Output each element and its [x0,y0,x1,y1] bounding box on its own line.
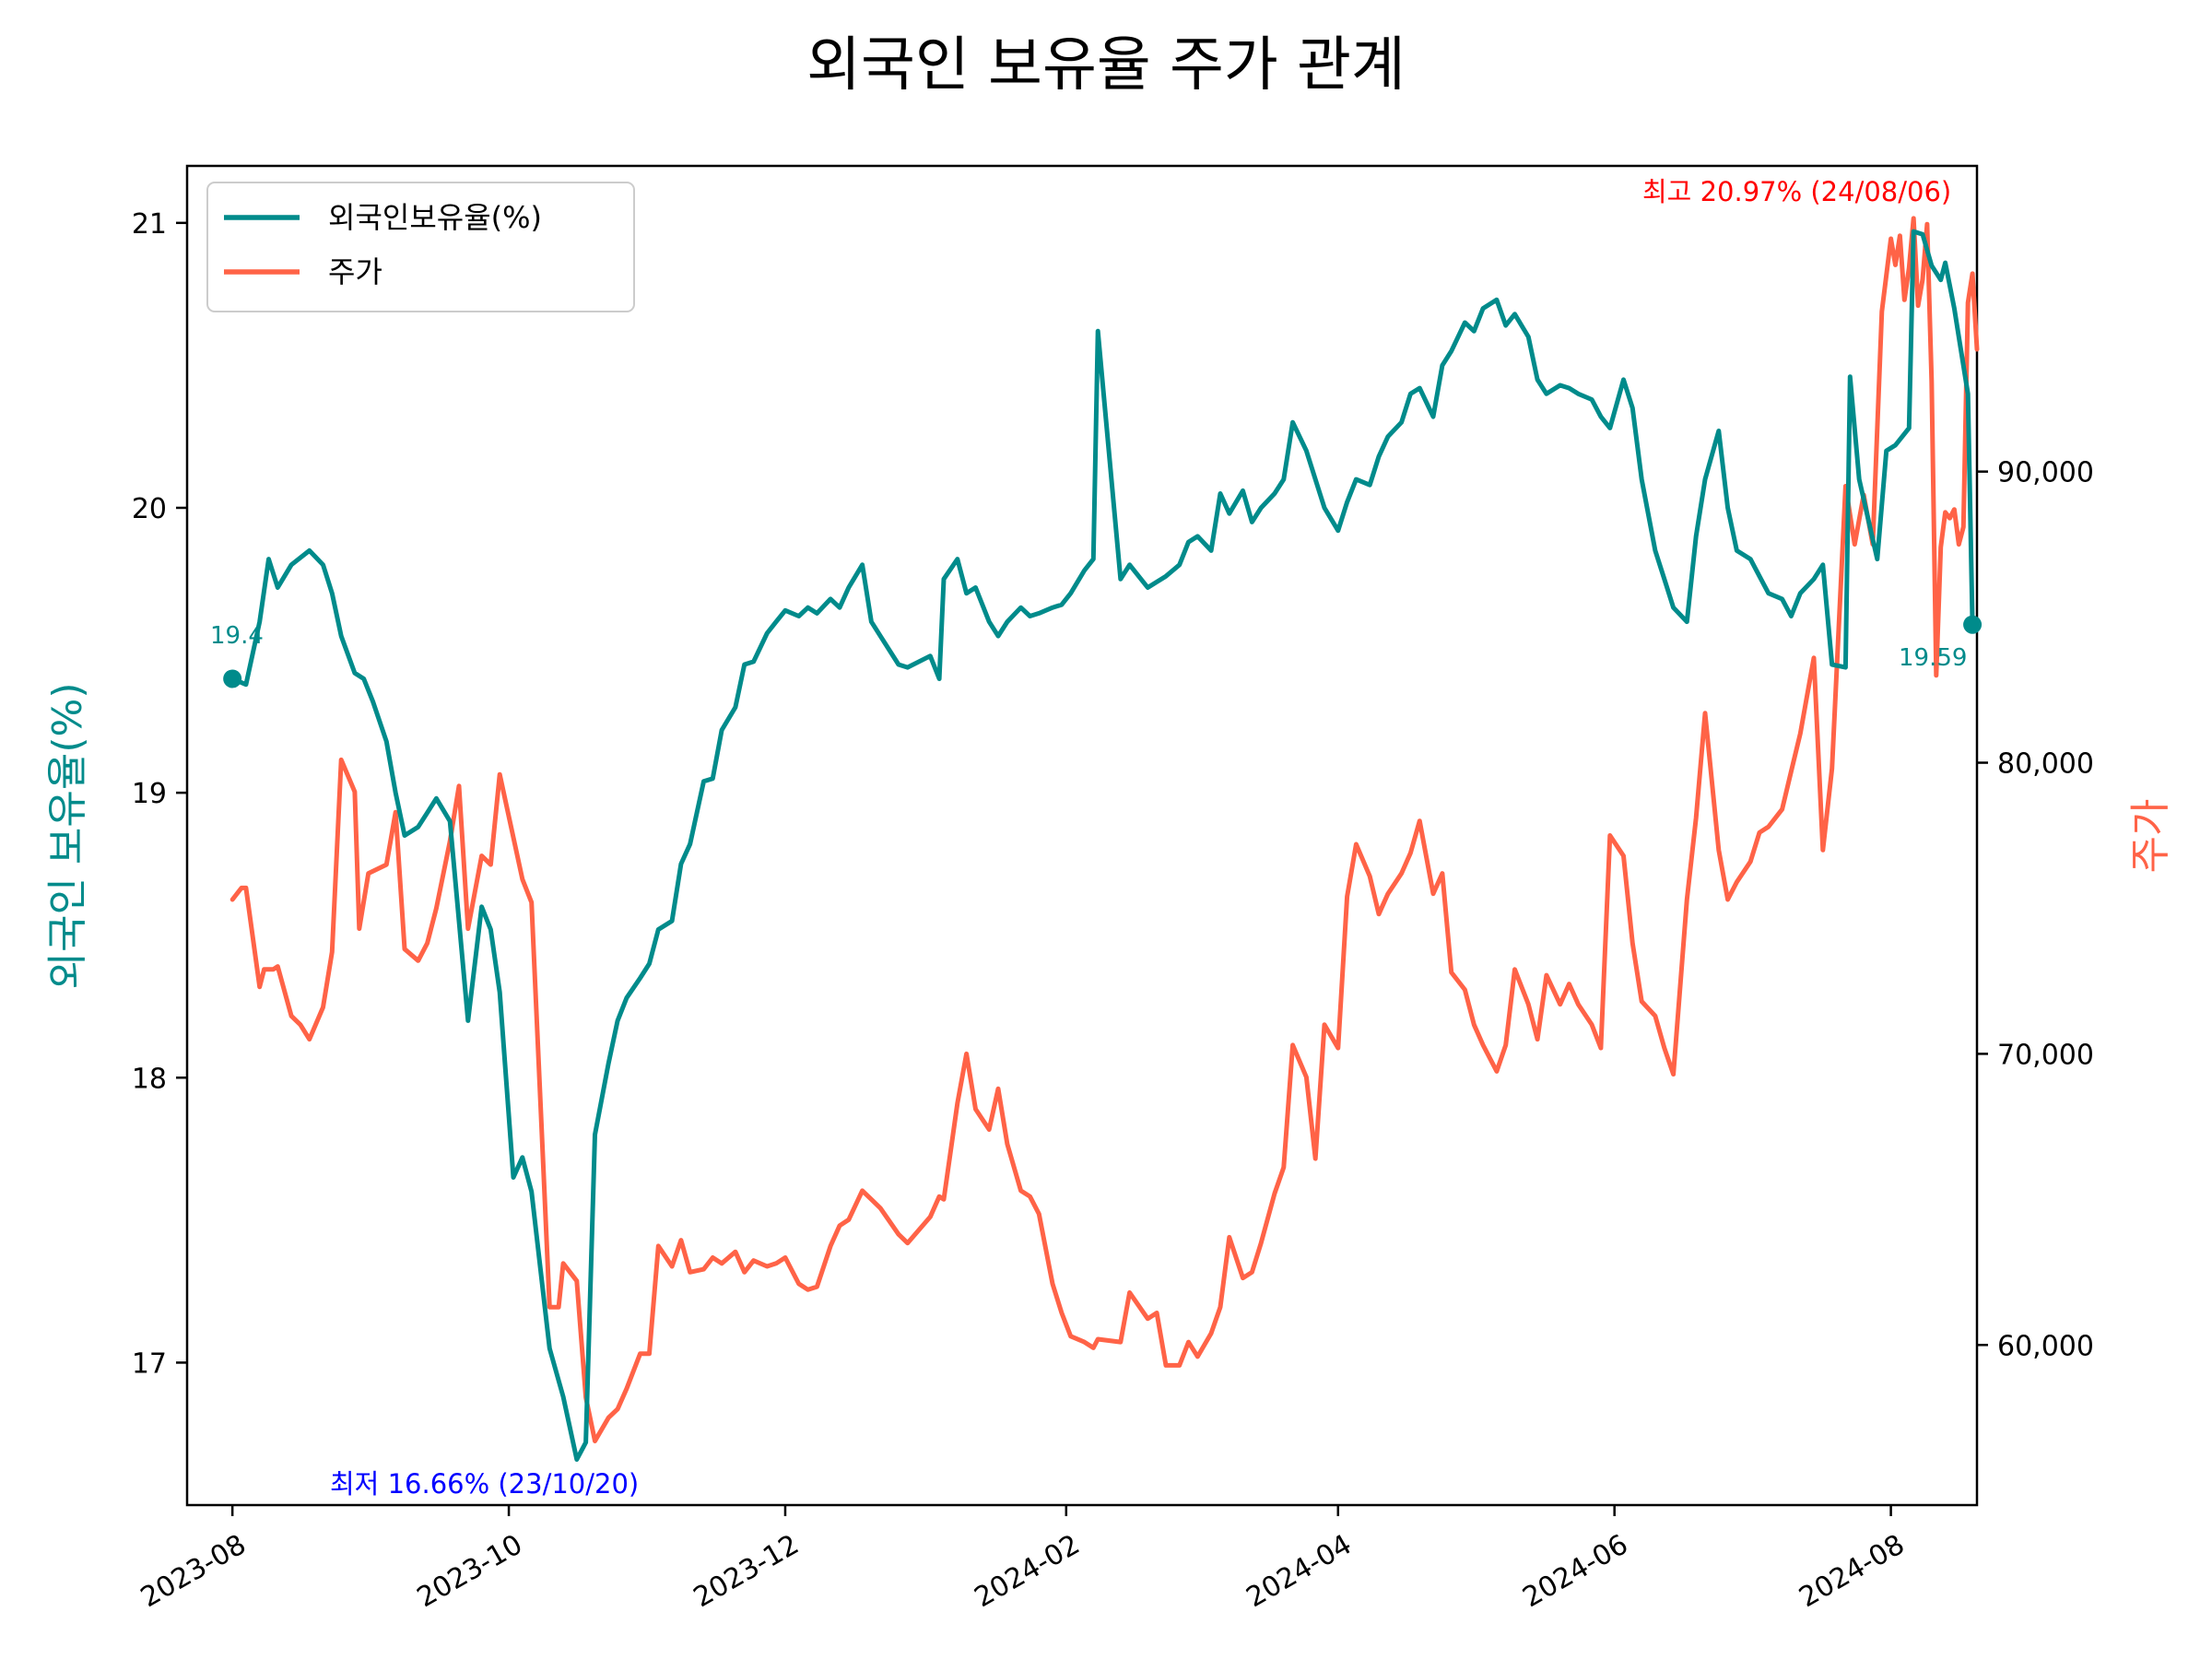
series-layer [223,216,1983,1462]
plot-area [185,164,1979,1507]
right-y-tick-label: 90,000 [1997,457,2094,489]
x-axis: 2023-08 2023-10 2023-12 2024-02 2024-04 2024-… [135,1505,1910,1614]
price-line [229,216,1980,1443]
start-value-label: 19.4 [210,622,264,650]
left-y-axis: 17 18 19 20 21 [132,208,187,1380]
right-y-axis-label: 주가 [2127,799,2174,874]
plot-frame [185,164,1979,1507]
end-point-marker [1963,615,1983,634]
x-tick-label: 2024-04 [1241,1528,1358,1614]
min-annotation: 최저 16.66% (23/10/20) [330,1468,639,1500]
chart-title: 외국인 보유율 주가 관계 [806,31,1406,100]
left-y-axis-label: 외국인 보유율(%) [44,682,91,989]
legend-label-ownership: 외국인보유율(%) [328,200,542,235]
right-y-axis: 60,000 70,000 80,000 90,000 [1977,457,2094,1362]
right-y-tick-label: 80,000 [1997,748,2094,781]
start-point-marker [223,669,242,688]
right-y-tick-label: 70,000 [1997,1039,2094,1071]
x-tick-label: 2024-02 [970,1528,1086,1614]
left-y-tick-label: 21 [132,208,167,241]
left-y-tick-label: 20 [132,493,167,525]
x-tick-label: 2023-12 [688,1528,805,1614]
x-tick-label: 2024-06 [1517,1528,1633,1614]
legend-label-price: 주가 [328,254,382,289]
left-y-tick-label: 19 [132,778,167,810]
legend: 외국인보유율(%) 주가 [206,182,635,312]
legend-box [206,182,635,312]
left-y-tick-label: 18 [132,1063,167,1095]
left-y-tick-label: 17 [132,1347,167,1380]
ownership-line [229,229,1975,1462]
x-tick-label: 2023-10 [412,1528,528,1614]
x-tick-label: 2024-08 [1794,1528,1910,1614]
x-tick-label: 2023-08 [135,1528,252,1614]
right-y-tick-label: 60,000 [1997,1330,2094,1362]
end-value-label: 19.59 [1899,644,1967,672]
max-annotation: 최고 20.97% (24/08/06) [1642,176,1951,207]
